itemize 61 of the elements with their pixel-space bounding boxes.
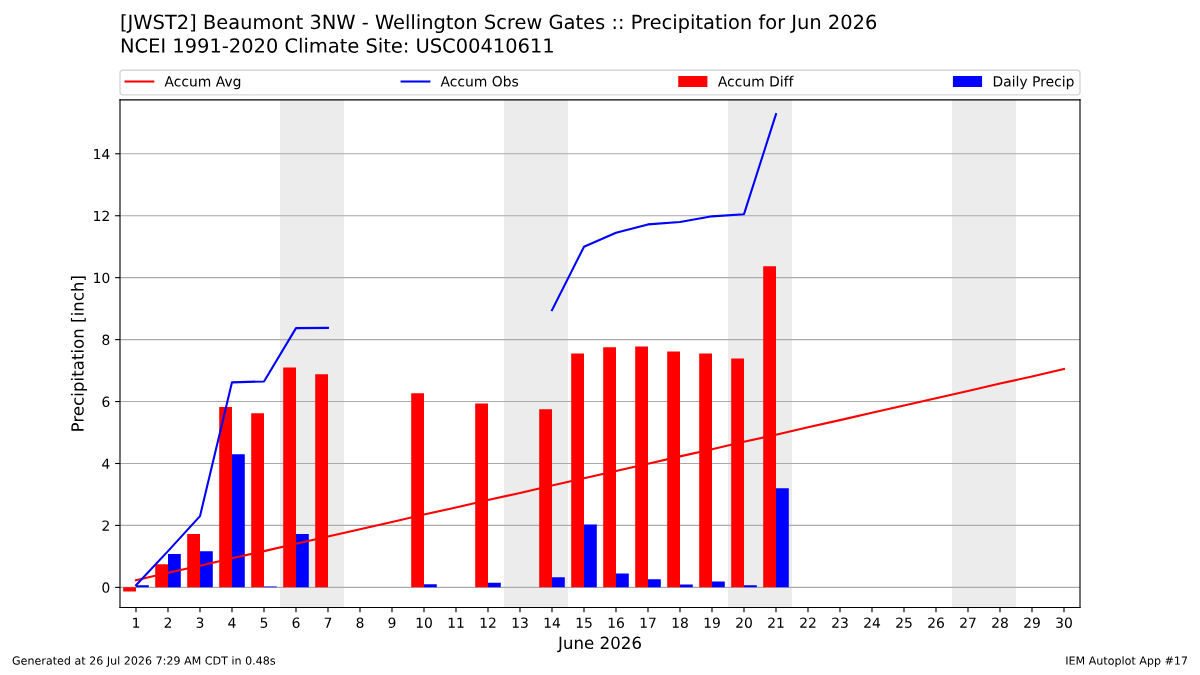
chart-subtitle: NCEI 1991-2020 Climate Site: USC00410611 [121,37,553,53]
x-tick-label: 9 [388,617,396,628]
bar [744,585,757,588]
bar [712,581,725,588]
chart-title: [JWST2] Beaumont 3NW - Wellington Screw Gates :: Precipitation for Jun 2026 [121,14,877,34]
y-tick-label: 4 [102,458,110,469]
bar [648,579,661,588]
x-tick-label: 5 [260,617,268,628]
x-tick-label: 26 [928,617,944,628]
x-tick-label: 11 [448,617,464,628]
text: IEM Autoplot App #17 [1066,656,1188,667]
legend-label: Daily Precip [993,75,1074,90]
x-tick-label: 16 [608,617,624,628]
x-tick-label: 15 [576,617,592,628]
bar [552,577,565,588]
x-tick-label: 10 [416,617,432,628]
bar [123,587,136,592]
x-tick-label: 22 [800,617,816,628]
y-tick-label: 8 [102,334,110,346]
x-tick-label: 4 [228,617,236,628]
x-tick-label: 14 [544,617,561,628]
y-tick-label: 6 [102,396,110,408]
x-tick-label: 8 [356,617,364,628]
x-tick-label: 24 [864,617,881,628]
x-tick-label: 17 [640,617,656,628]
bar [296,534,309,588]
text: Generated at 26 Jul 2026 7:29 AM CDT in 0.48s [12,656,276,667]
x-tick-label: 7 [324,617,332,628]
legend-label: Accum Obs [440,75,519,87]
x-tick-label: 21 [768,617,784,628]
x-tick-label: 28 [992,617,1008,628]
legend-label: Accum Diff [717,75,794,87]
x-tick-label: 25 [896,617,912,628]
x-axis-title: June 2026 [557,636,641,653]
y-tick-label: 14 [94,148,110,160]
y-tick-label: 2 [102,520,109,531]
x-tick-label: 2 [164,617,172,628]
x-tick-label: 19 [704,617,720,628]
x-tick-label: 23 [832,617,848,628]
x-tick-label: 13 [512,617,528,628]
bar [168,553,181,588]
x-tick-label: 29 [1024,617,1040,628]
x-tick-label: 6 [292,617,300,628]
y-axis-title: Precipitation [inch] [70,276,88,431]
bar [584,524,597,588]
bar [776,488,789,588]
legend-label: Accum Avg [164,76,241,90]
bar [200,551,213,588]
x-tick-label: 12 [480,617,496,628]
x-tick-label: 20 [736,617,752,628]
bar [424,584,437,588]
x-tick-label: 1 [133,617,140,628]
x-tick-label: 30 [1056,617,1072,628]
bar [232,454,245,588]
x-tick-label: 3 [196,617,204,628]
y-tick-label: 10 [94,272,110,284]
x-tick-label: 18 [672,617,688,628]
x-tick-label: 27 [960,617,976,628]
y-tick-label: 12 [94,210,109,221]
y-tick-label: 0 [102,582,110,593]
bar [616,573,629,588]
